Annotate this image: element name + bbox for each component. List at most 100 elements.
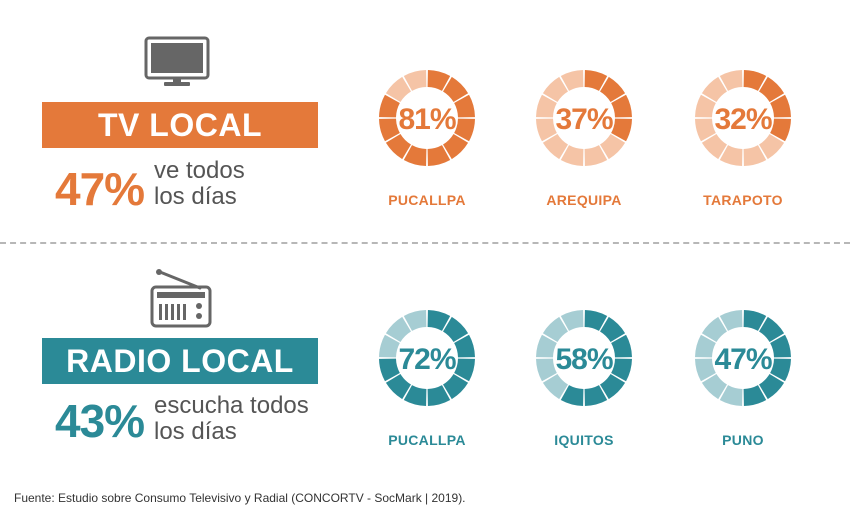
donut-segment-empty [600,134,626,160]
donut-value-label: 58% [555,343,612,376]
donut-segment-empty [403,310,427,331]
donut-segment-filled [443,76,469,102]
donut-segment-filled [560,385,584,406]
donut-segment-empty [542,134,568,160]
donut-segment-empty [536,358,557,382]
donut-segment-empty [701,76,727,102]
donut-segment-empty [560,145,584,166]
radio-city-label: PUNO [722,432,764,448]
donut-segment-filled [385,374,411,400]
donut-segment-filled [611,358,632,382]
tv-local-banner: TV LOCAL [42,102,318,148]
radio-donut-iquitos: 58% [536,310,632,406]
radio-city-label: PUCALLPA [388,432,466,448]
donut-segment-empty [385,76,411,102]
tv-daily-description: ve todos los días [154,158,245,210]
source-note: Fuente: Estudio sobre Consumo Televisivo… [14,491,466,505]
donut-segment-filled [611,94,632,118]
donut-segment-filled [743,310,767,331]
radio-daily-percent: 43% [55,395,145,447]
monitor-icon [144,36,210,86]
tv-city-label: AREQUIPA [546,192,622,208]
donut-segment-filled [584,385,608,406]
donut-segment-filled [427,310,451,331]
donut-segment-empty [701,374,727,400]
tv-donut-arequipa: 37% [536,70,632,166]
donut-segment-filled [427,385,451,406]
donut-segment-filled [379,94,400,118]
radio-desc-line2: los días [154,418,237,445]
donut-segment-empty [584,145,608,166]
tv-city-label: TARAPOTO [703,192,783,208]
donut-value-label: 37% [555,103,612,136]
tv-donut-tarapoto: 32% [695,70,791,166]
donut-segment-empty [719,145,743,166]
donut-segment-filled [600,374,626,400]
donut-segment-filled [454,334,475,358]
tv-daily-percent: 47% [55,163,145,215]
radio-local-banner: RADIO LOCAL [42,338,318,384]
donut-segment-filled [611,334,632,358]
donut-segment-filled [385,134,411,160]
donut-segment-empty [403,70,427,91]
tv-city-label: PUCALLPA [388,192,466,208]
donut-segment-empty [536,334,557,358]
donut-segment-filled [379,358,400,382]
radio-desc-line1: escucha todos [154,392,309,419]
donut-segment-empty [719,310,743,331]
donut-segment-empty [542,316,568,342]
donut-segment-filled [600,76,626,102]
donut-segment-filled [584,310,608,331]
donut-segment-empty [560,70,584,91]
donut-value-label: 81% [398,103,455,136]
donut-segment-empty [701,316,727,342]
radio-donut-pucallpa: 72% [379,310,475,406]
radio-donut-puno: 47% [695,310,791,406]
donut-segment-filled [584,70,608,91]
donut-segment-empty [719,385,743,406]
donut-segment-empty [759,134,785,160]
donut-segment-filled [759,76,785,102]
donut-segment-filled [403,145,427,166]
donut-segment-empty [385,316,411,342]
donut-segment-empty [719,70,743,91]
section-divider [0,242,850,244]
donut-segment-empty [542,374,568,400]
donut-segment-filled [743,70,767,91]
donut-segment-filled [611,118,632,142]
donut-segment-filled [403,385,427,406]
donut-segment-empty [560,310,584,331]
radio-city-label: IQUITOS [554,432,614,448]
donut-segment-filled [600,316,626,342]
donut-segment-empty [701,134,727,160]
donut-segment-filled [379,118,400,142]
tv-desc-line2: los días [154,183,237,210]
donut-segment-empty [695,334,716,358]
donut-segment-empty [379,334,400,358]
donut-segment-filled [770,94,791,118]
donut-segment-filled [454,358,475,382]
donut-segment-filled [770,358,791,382]
donut-segment-filled [443,374,469,400]
donut-segment-empty [536,94,557,118]
radio-icon [150,269,212,328]
donut-value-label: 72% [398,343,455,376]
donut-segment-empty [542,76,568,102]
donut-segment-filled [759,374,785,400]
donut-segment-filled [759,316,785,342]
donut-segment-empty [536,118,557,142]
donut-segment-filled [454,118,475,142]
donut-segment-empty [695,118,716,142]
tv-desc-line1: ve todos [154,157,245,184]
donut-value-label: 32% [714,103,771,136]
donut-segment-filled [427,70,451,91]
donut-segment-empty [695,94,716,118]
donut-segment-filled [770,334,791,358]
donut-segment-empty [695,358,716,382]
radio-daily-description: escucha todos los días [154,393,309,445]
donut-segment-filled [443,134,469,160]
donut-segment-filled [443,316,469,342]
donut-segment-filled [427,145,451,166]
tv-donut-pucallpa: 81% [379,70,475,166]
donut-segment-filled [743,385,767,406]
